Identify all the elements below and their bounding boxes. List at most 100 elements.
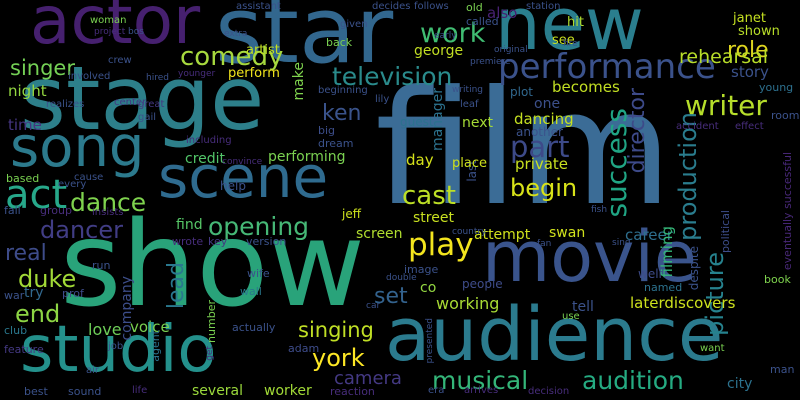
- word: another: [516, 125, 563, 139]
- word: decision: [528, 386, 570, 397]
- word: set: [374, 284, 408, 309]
- word: new: [495, 0, 644, 66]
- word: see: [552, 33, 575, 48]
- word: center: [114, 97, 147, 108]
- word: image: [404, 263, 439, 276]
- word: role: [727, 38, 769, 63]
- word: show: [60, 195, 365, 333]
- word: people: [462, 277, 503, 291]
- word: adam: [288, 342, 320, 355]
- word: premiere: [470, 57, 511, 67]
- word: dance: [70, 188, 147, 217]
- word: gail: [138, 112, 157, 123]
- word: act: [5, 172, 68, 218]
- word: camera: [334, 368, 402, 389]
- word: also: [487, 4, 518, 22]
- word: film: [375, 57, 673, 241]
- word: wall: [240, 285, 262, 298]
- word: plot: [510, 85, 533, 99]
- word: several: [192, 383, 244, 399]
- word: old: [466, 1, 483, 14]
- word: duke: [18, 265, 77, 293]
- word: make: [291, 62, 307, 101]
- word: era: [428, 385, 445, 396]
- word: get: [205, 346, 215, 361]
- word: country: [452, 227, 487, 237]
- word: career: [625, 226, 673, 244]
- word: lead: [164, 262, 189, 310]
- word: named: [644, 281, 683, 294]
- word: car: [366, 301, 381, 311]
- word: original: [494, 45, 528, 55]
- word: wife: [247, 267, 270, 280]
- word: co: [420, 280, 437, 296]
- word: jeff: [342, 207, 361, 221]
- word: leaf: [460, 99, 479, 110]
- word: tell: [572, 299, 594, 315]
- word: performing: [268, 149, 346, 165]
- word: war: [4, 289, 25, 302]
- word: double: [386, 273, 417, 283]
- word: hired: [146, 73, 169, 83]
- word: george: [414, 43, 464, 59]
- word: actor: [30, 0, 201, 59]
- word: janet: [733, 11, 766, 26]
- word: number: [205, 300, 218, 343]
- word: fire: [563, 39, 578, 49]
- word: york: [312, 344, 365, 372]
- word: rehearsal: [679, 46, 769, 68]
- word: crew: [108, 55, 132, 66]
- word: use: [562, 311, 580, 322]
- word: follows: [414, 1, 449, 12]
- word: station: [526, 1, 561, 12]
- word: club: [4, 324, 28, 337]
- word: end: [15, 300, 61, 328]
- word: book: [764, 273, 791, 286]
- word: day: [406, 151, 434, 169]
- word: work: [420, 18, 486, 49]
- word: shown: [738, 24, 780, 39]
- word: help: [220, 179, 246, 193]
- word: man: [770, 363, 795, 376]
- word: part: [510, 130, 570, 164]
- word: fall: [4, 204, 21, 217]
- word: sound: [68, 385, 102, 398]
- word: perform: [228, 66, 280, 81]
- word: find: [176, 217, 203, 233]
- word: sing: [612, 238, 631, 248]
- word: next: [462, 115, 494, 131]
- word: begin: [510, 174, 578, 202]
- word: success: [600, 108, 633, 218]
- word: love: [88, 320, 122, 339]
- word: swan: [549, 225, 586, 241]
- word: opening: [208, 212, 310, 241]
- word: cause: [74, 172, 104, 183]
- word: agent: [149, 330, 162, 362]
- word: street: [413, 210, 454, 226]
- word: writer: [685, 89, 767, 122]
- word: real: [5, 241, 47, 266]
- word: air: [86, 365, 100, 376]
- word: lily: [375, 94, 390, 105]
- word: bos: [128, 27, 144, 37]
- word: project: [94, 27, 126, 37]
- word: movie: [482, 216, 697, 298]
- word: presented: [425, 318, 435, 364]
- word: night: [8, 82, 47, 100]
- word: back: [326, 36, 353, 49]
- word: despite: [687, 246, 701, 291]
- word: voice: [130, 318, 170, 336]
- word: story: [731, 63, 769, 81]
- word: assistant: [236, 1, 281, 12]
- word: best: [24, 385, 48, 398]
- word: city: [727, 376, 753, 392]
- word: audition: [582, 366, 684, 395]
- word: guest: [400, 115, 434, 129]
- word: well: [638, 267, 662, 281]
- word: effect: [735, 121, 764, 132]
- word: credit: [185, 151, 226, 167]
- word: wrote: [172, 235, 204, 248]
- word: given: [340, 19, 368, 30]
- word: singing: [298, 318, 374, 342]
- word: group: [40, 204, 72, 217]
